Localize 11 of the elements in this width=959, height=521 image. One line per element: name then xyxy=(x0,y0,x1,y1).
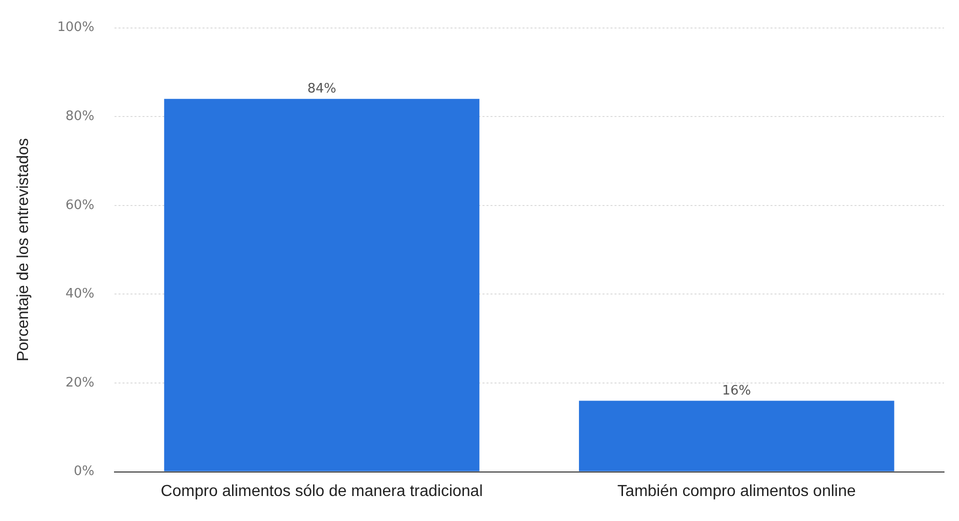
y-tick-label: 20% xyxy=(65,375,94,390)
x-tick-label: Compro alimentos sólo de manera tradicional xyxy=(160,482,483,500)
y-tick-label: 60% xyxy=(65,198,94,213)
x-tick-label: También compro alimentos online xyxy=(617,482,856,500)
y-tick-label: 80% xyxy=(65,108,94,124)
data-label: 16% xyxy=(722,384,752,399)
y-tick-label: 40% xyxy=(65,286,94,302)
y-axis-title: Porcentaje de los entrevistados xyxy=(15,138,32,362)
y-tick-label: 0% xyxy=(74,464,94,480)
data-label: 84% xyxy=(307,82,336,97)
y-tick-label: 100% xyxy=(57,20,94,36)
